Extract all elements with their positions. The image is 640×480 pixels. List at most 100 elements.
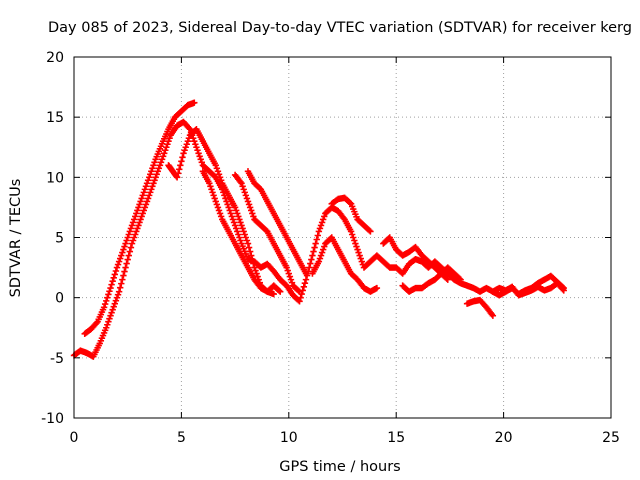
data-point-marker [108, 281, 115, 288]
data-point-marker [145, 174, 153, 181]
y-tick-label: 10 [46, 170, 64, 186]
data-point-marker [239, 225, 246, 232]
data-point-marker [185, 135, 193, 142]
data-point-marker [198, 159, 206, 166]
data-point-marker [148, 186, 155, 193]
data-point-marker [230, 219, 238, 226]
data-point-marker [317, 222, 325, 229]
data-point-marker [226, 207, 233, 214]
data-point-marker [228, 213, 236, 220]
data-point-marker [134, 207, 141, 214]
y-tick-label: -10 [41, 411, 64, 427]
data-point-marker [283, 264, 290, 271]
data-point-marker [180, 150, 187, 157]
data-point-marker [300, 283, 308, 291]
data-point-marker [315, 228, 323, 235]
data-point-marker [105, 291, 112, 298]
data-point-marker [143, 180, 151, 187]
data-point-marker [150, 162, 157, 169]
data-point-marker [105, 318, 112, 325]
data-point-marker [286, 273, 294, 280]
data-point-marker [166, 135, 173, 142]
data-point-marker [270, 290, 277, 298]
data-point-marker [119, 276, 126, 283]
data-point-marker [115, 258, 123, 265]
data-point-marker [124, 256, 131, 263]
data-point-marker [127, 244, 135, 251]
data-point-marker [104, 294, 111, 301]
x-tick-label: 20 [495, 430, 513, 446]
data-point-marker [193, 144, 200, 151]
y-tick-label: 0 [55, 291, 64, 307]
data-point-marker [249, 210, 256, 217]
data-point-marker [110, 274, 117, 282]
data-point-marker [176, 166, 183, 173]
data-point-marker [231, 222, 239, 229]
data-point-marker [103, 324, 110, 331]
data-point-marker [129, 237, 137, 244]
x-tick-label: 15 [387, 430, 405, 446]
data-point-marker [151, 159, 158, 166]
data-point-marker [179, 154, 186, 161]
data-point-marker [127, 225, 135, 232]
data-point-marker [217, 177, 225, 184]
data-point-marker [239, 183, 246, 190]
data-point-marker [315, 258, 323, 265]
data-point-marker [144, 177, 152, 184]
series-arc-12 [489, 280, 567, 299]
data-point-marker [93, 319, 100, 327]
data-point-marker [296, 298, 303, 305]
data-point-marker [139, 210, 146, 217]
data-point-marker [151, 177, 158, 184]
data-point-marker [150, 180, 157, 187]
data-point-marker [215, 207, 223, 214]
data-point-marker [285, 270, 292, 277]
data-point-marker [223, 198, 230, 205]
data-point-marker [559, 286, 566, 293]
series-arc-9 [380, 234, 451, 283]
data-point-marker [217, 213, 225, 220]
data-point-marker [164, 141, 171, 148]
data-point-marker [196, 153, 203, 160]
data-point-marker [251, 264, 258, 271]
data-layer [70, 99, 567, 360]
data-point-marker [457, 276, 464, 283]
data-point-marker [141, 204, 149, 211]
data-point-marker [318, 219, 326, 226]
data-point-marker [112, 297, 120, 304]
data-point-marker [346, 199, 354, 207]
data-point-marker [130, 234, 138, 241]
data-point-marker [319, 246, 327, 253]
data-point-marker [107, 284, 114, 292]
data-point-marker [113, 294, 121, 301]
data-point-marker [288, 279, 296, 286]
data-point-marker [191, 99, 198, 106]
data-point-marker [307, 260, 314, 267]
data-point-marker [232, 225, 240, 232]
data-point-marker [124, 234, 131, 241]
data-point-marker [212, 162, 219, 169]
data-point-marker [275, 287, 283, 294]
data-point-marker [143, 198, 151, 205]
data-point-marker [222, 195, 229, 202]
data-point-marker [351, 237, 358, 244]
data-point-marker [119, 249, 126, 256]
data-point-marker [214, 168, 222, 175]
data-point-marker [357, 255, 364, 262]
data-point-marker [116, 284, 124, 291]
data-point-marker [101, 300, 109, 308]
data-point-marker [316, 225, 324, 232]
data-point-marker [207, 183, 214, 190]
series-arc-5 [244, 168, 310, 277]
data-point-marker [224, 201, 231, 208]
data-point-marker [152, 174, 159, 181]
data-point-marker [242, 234, 250, 241]
data-point-marker [318, 249, 326, 256]
data-point-marker [140, 207, 148, 214]
data-point-marker [138, 195, 145, 202]
y-axis-label: SDTVAR / TECUs [8, 179, 24, 298]
data-point-marker [316, 255, 324, 262]
data-point-marker [195, 150, 202, 157]
data-point-marker [185, 124, 193, 132]
